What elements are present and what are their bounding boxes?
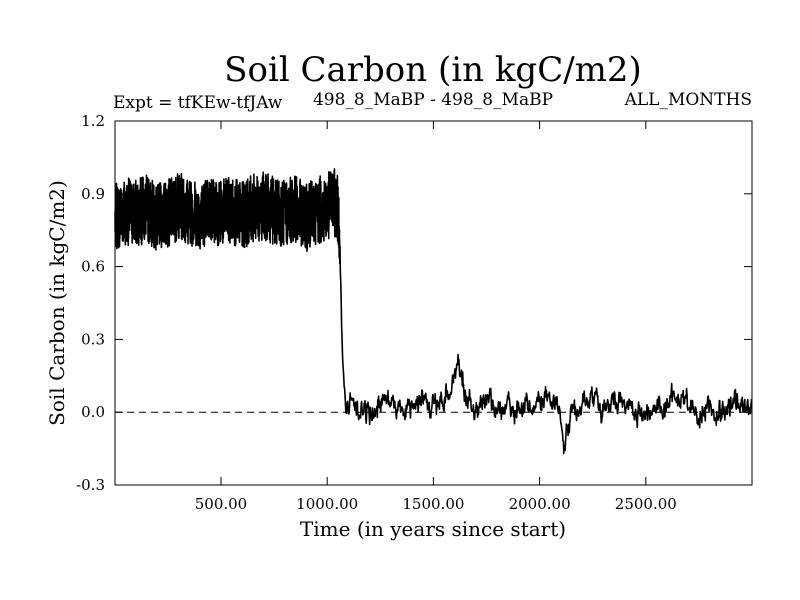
- y-tick-label: 0.3: [81, 330, 105, 348]
- x-tick-label: 2000.00: [509, 495, 571, 513]
- chart-title: Soil Carbon (in kgC/m2): [224, 50, 642, 90]
- ticks-layer: 500.00 1000.00 1500.00 2000.00 2500.00 -0.3 0.…: [76, 112, 752, 513]
- y-tick-label: 0.0: [81, 403, 105, 421]
- y-tick-label: -0.3: [76, 476, 105, 494]
- y-axis-label: Soil Carbon (in kgC/m2): [45, 180, 69, 426]
- x-axis-label: Time (in years since start): [300, 517, 566, 541]
- plot-frame: [114, 120, 753, 486]
- months-label: ALL_MONTHS: [624, 90, 752, 110]
- x-tick-label: 1500.00: [402, 495, 464, 513]
- y-tick-label: 0.9: [81, 185, 105, 203]
- soil-carbon-series-line: [114, 168, 753, 455]
- y-tick-label: 1.2: [81, 112, 105, 130]
- experiment-label: Expt = tfKEw-tfJAw: [113, 93, 283, 113]
- series-layer: [114, 168, 753, 455]
- x-tick-label: 2500.00: [615, 495, 677, 513]
- x-tick-label: 500.00: [195, 495, 248, 513]
- x-tick-label: 1000.00: [296, 495, 358, 513]
- y-tick-label: 0.6: [81, 258, 105, 276]
- period-label: 498_8_MaBP - 498_8_MaBP: [313, 90, 553, 110]
